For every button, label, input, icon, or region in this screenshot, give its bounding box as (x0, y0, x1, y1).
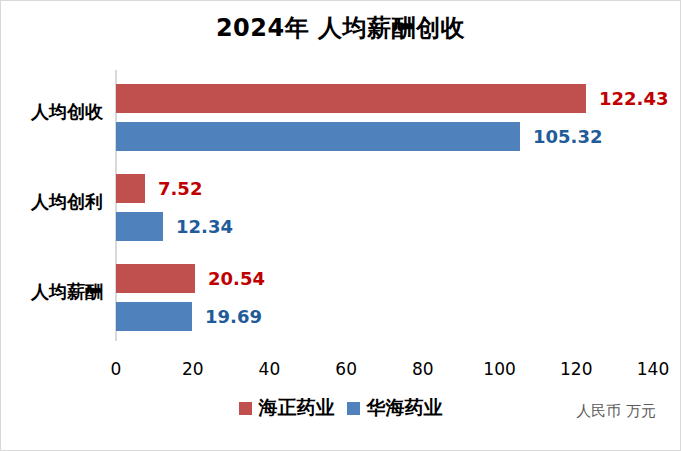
legend-label: 海正药业 (259, 395, 335, 421)
bar-series2 (116, 212, 163, 241)
value-label: 7.52 (158, 174, 202, 203)
x-tick: 60 (335, 359, 357, 379)
category-label: 人均薪酬 (1, 247, 103, 337)
legend-item-2: 华海药业 (347, 395, 443, 421)
unit-note: 人民币 万元 (576, 402, 656, 421)
bar-series1 (116, 84, 586, 113)
x-tick: 20 (182, 359, 204, 379)
bar-series1 (116, 174, 145, 203)
x-tick: 100 (483, 359, 515, 379)
value-label: 122.43 (599, 84, 668, 113)
x-tick: 120 (560, 359, 592, 379)
bar-series2 (116, 302, 192, 331)
chart-canvas: 2024年 人均薪酬创收 人均创收 122.43 105.32 人均创利 7.52 12.… (0, 0, 681, 451)
chart-title: 2024年 人均薪酬创收 (1, 12, 680, 44)
bar-series1 (116, 264, 195, 293)
x-tick: 140 (637, 359, 669, 379)
legend-swatch-icon (347, 402, 360, 415)
legend-swatch-icon (239, 402, 252, 415)
value-label: 105.32 (533, 122, 602, 151)
value-label: 19.69 (205, 302, 262, 331)
category-label: 人均创利 (1, 157, 103, 247)
value-label: 20.54 (208, 264, 265, 293)
category-label: 人均创收 (1, 67, 103, 157)
x-tick: 40 (259, 359, 281, 379)
value-label: 12.34 (176, 212, 233, 241)
legend-item-1: 海正药业 (239, 395, 335, 421)
bar-series2 (116, 122, 520, 151)
x-tick: 80 (412, 359, 434, 379)
x-tick: 0 (111, 359, 122, 379)
legend-label: 华海药业 (367, 395, 443, 421)
